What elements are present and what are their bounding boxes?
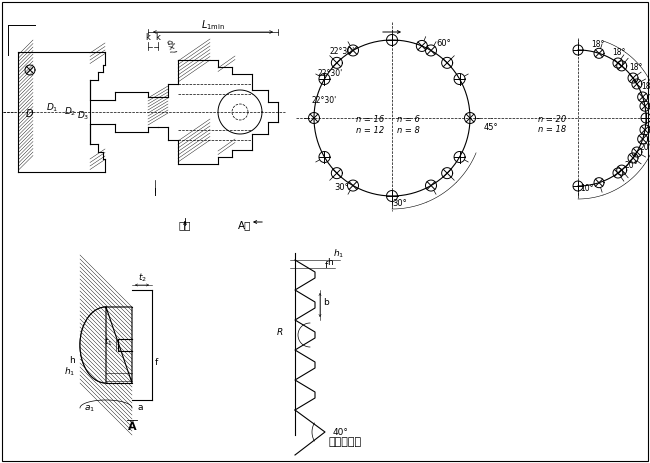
Text: 22°30': 22°30' xyxy=(311,96,337,105)
Text: h: h xyxy=(70,356,75,365)
Text: $D$: $D$ xyxy=(25,107,34,119)
Text: $D_2$: $D_2$ xyxy=(64,105,76,118)
Text: h: h xyxy=(327,258,333,267)
Text: k: k xyxy=(155,33,161,42)
Text: 20°: 20° xyxy=(625,161,638,170)
Text: $h_1$: $h_1$ xyxy=(64,366,75,378)
Text: $d{\times}l$: $d{\times}l$ xyxy=(164,38,178,55)
Text: 端面齒齒形: 端面齒齒形 xyxy=(328,437,361,447)
Text: a: a xyxy=(137,403,143,412)
Text: f: f xyxy=(325,261,328,270)
Text: 20°: 20° xyxy=(648,121,650,130)
Text: 30°: 30° xyxy=(393,199,408,208)
Text: $D_3$: $D_3$ xyxy=(77,109,89,121)
Text: 22°30': 22°30' xyxy=(317,69,343,78)
Text: 40°: 40° xyxy=(333,428,349,437)
Text: f: f xyxy=(155,358,158,367)
Text: R: R xyxy=(277,328,283,337)
Text: 18°: 18° xyxy=(592,40,605,49)
Polygon shape xyxy=(80,307,132,383)
Text: $t_2$: $t_2$ xyxy=(138,272,146,284)
Text: b: b xyxy=(323,298,329,307)
Text: 20°: 20° xyxy=(640,143,650,152)
Text: I: I xyxy=(153,188,157,198)
Text: n = 12: n = 12 xyxy=(356,126,384,135)
Text: n = 8: n = 8 xyxy=(397,126,420,135)
Text: 60°: 60° xyxy=(437,39,451,48)
Text: 45°: 45° xyxy=(484,123,499,132)
Text: $L_{1\min}$: $L_{1\min}$ xyxy=(201,18,225,32)
Text: 18°: 18° xyxy=(642,82,650,91)
Text: n = 6: n = 6 xyxy=(397,115,420,124)
Text: $h_1$: $h_1$ xyxy=(333,248,344,261)
Text: n = 16: n = 16 xyxy=(356,115,384,124)
Text: A向: A向 xyxy=(239,220,252,230)
Text: 18°: 18° xyxy=(629,63,642,72)
Text: $a_1$: $a_1$ xyxy=(84,403,96,413)
Text: n = 18: n = 18 xyxy=(538,125,566,134)
Text: 30°: 30° xyxy=(335,183,350,192)
Text: $D_1$: $D_1$ xyxy=(46,101,58,113)
Text: 10°: 10° xyxy=(580,184,593,193)
Text: n = 20: n = 20 xyxy=(538,115,566,124)
Text: 18°: 18° xyxy=(612,49,625,57)
Text: 22°30': 22°30' xyxy=(330,47,355,56)
Text: 放大: 放大 xyxy=(179,220,191,230)
Text: k: k xyxy=(146,33,150,42)
Text: A: A xyxy=(127,422,136,432)
Text: $t_1$: $t_1$ xyxy=(103,336,112,349)
